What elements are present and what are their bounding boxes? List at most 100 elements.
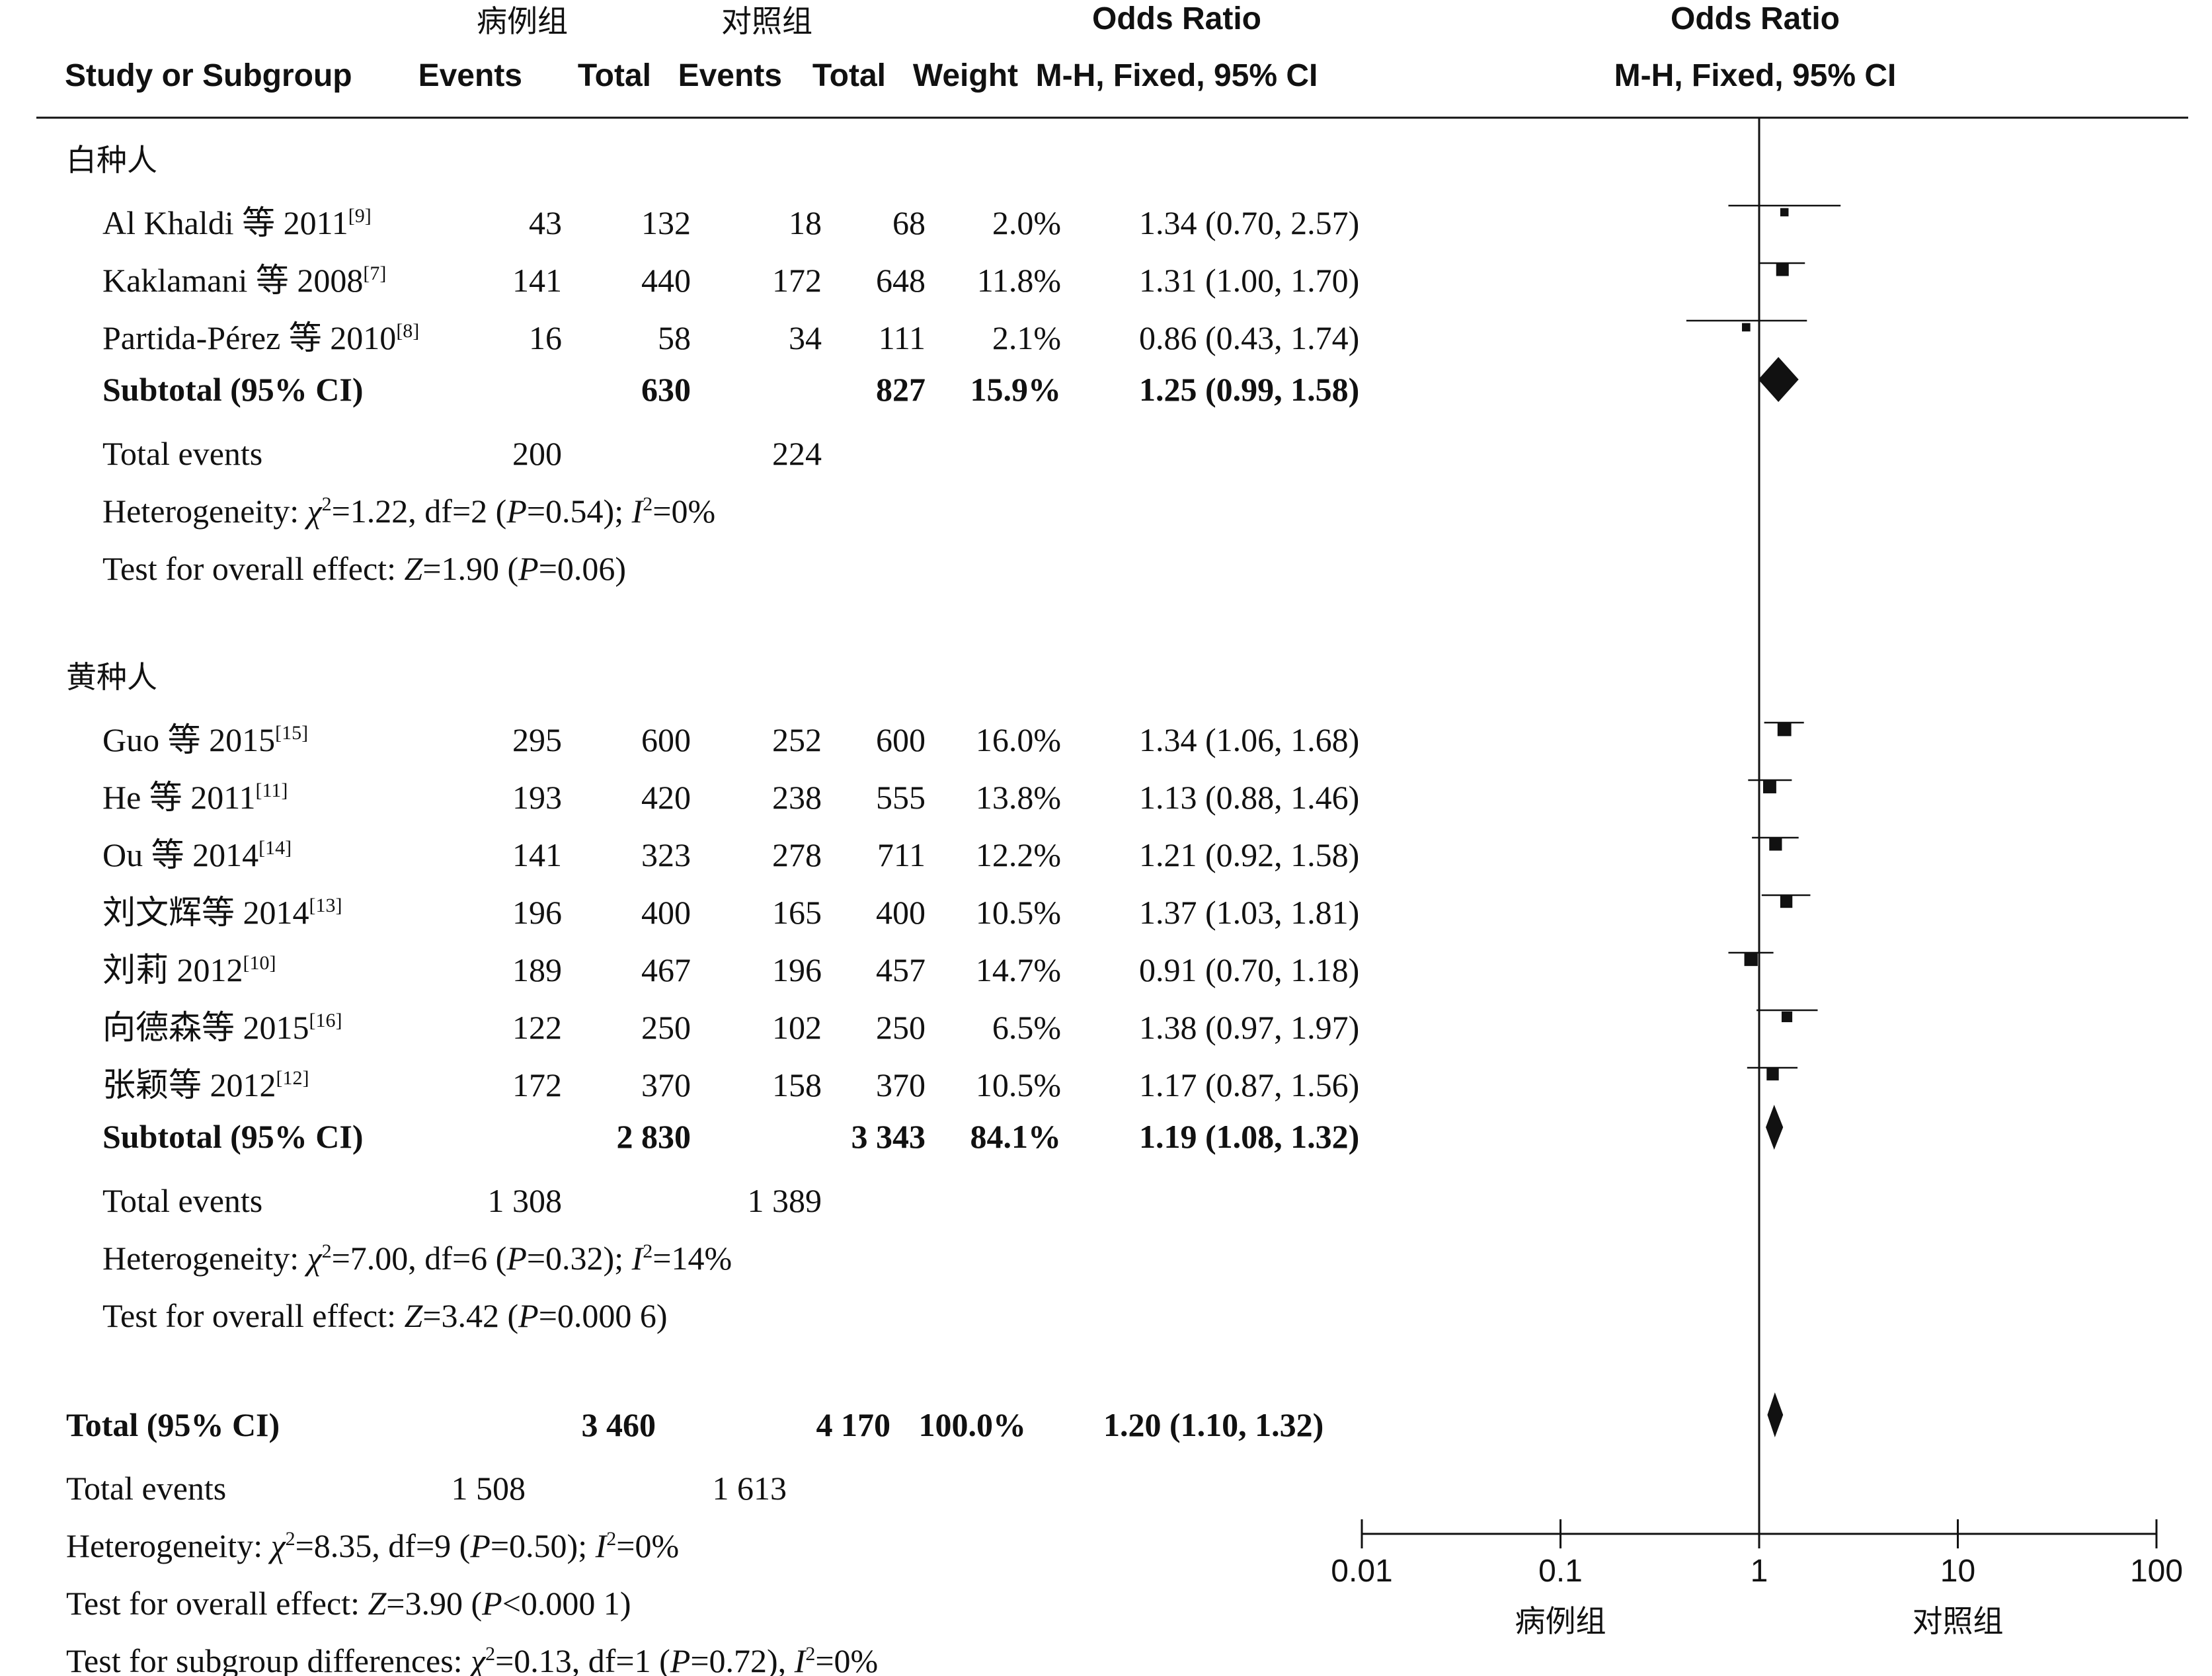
control-total: 457 [876, 951, 926, 988]
case-events: 43 [529, 204, 562, 241]
total-weight: 100.0% [919, 1406, 1027, 1443]
table-row: 向德森等 2015[16] 122 250 102 250 6.5% 1.38 … [102, 1009, 1359, 1046]
header-control-group: 对照组 [721, 3, 812, 39]
point-estimate [1781, 1011, 1793, 1023]
case-total: 440 [641, 262, 691, 299]
control-total: 400 [876, 894, 926, 931]
case-events: 172 [512, 1066, 562, 1103]
point-estimate [1776, 263, 1789, 276]
subtotal-diamond [1766, 1105, 1784, 1150]
control-events: 196 [772, 951, 822, 988]
study-name: 刘莉 2012[10] [102, 951, 276, 988]
case-total: 600 [641, 721, 691, 758]
x-tick-label: 1 [1751, 1554, 1768, 1589]
table-row: He 等 2011[11] 193 420 238 555 13.8% 1.13… [102, 779, 1359, 816]
overall-effect-text: Test for overall effect: Z=3.42 (P=0.000… [102, 1297, 668, 1334]
case-events: 141 [512, 262, 562, 299]
subtotal-control-total: 827 [876, 371, 926, 408]
odds-ratio-ci: 1.17 (0.87, 1.56) [1139, 1066, 1359, 1103]
forest-plot-area: 0.01 0.1 1 10 100 病例组 对照组 [1331, 118, 2183, 1639]
total-control-total: 4 170 [816, 1406, 891, 1443]
weight: 2.1% [992, 319, 1061, 356]
events-row: Total events 1 308 1 389 [102, 1182, 822, 1219]
table-row: 刘莉 2012[10] 189 467 196 457 14.7% 0.91 (… [102, 951, 1359, 988]
heterogeneity-text: Heterogeneity: χ2=1.22, df=2 (P=0.54); I… [102, 493, 715, 530]
header-total-case: Total [578, 58, 651, 93]
x-tick-label: 10 [1940, 1554, 1975, 1589]
weight: 13.8% [976, 779, 1061, 816]
case-total: 323 [641, 836, 691, 873]
header-events-control: Events [678, 58, 782, 93]
weight: 6.5% [992, 1009, 1061, 1046]
events-row: Total events 200 224 [102, 435, 822, 472]
case-events: 141 [512, 836, 562, 873]
subtotal-weight: 15.9% [970, 371, 1062, 408]
overall-heterogeneity-text: Heterogeneity: χ2=8.35, df=9 (P=0.50); I… [66, 1527, 679, 1564]
total-case-total: 3 460 [582, 1406, 656, 1443]
control-events: 278 [772, 836, 822, 873]
control-events: 238 [772, 779, 822, 816]
point-estimate [1741, 323, 1751, 332]
weight: 10.5% [976, 894, 1061, 931]
total-diamond [1767, 1392, 1784, 1437]
header-total-control: Total [812, 58, 886, 93]
control-total: 111 [879, 319, 926, 356]
events-control: 1 613 [713, 1470, 787, 1507]
header-or-method: M-H, Fixed, 95% CI [1036, 58, 1318, 93]
overall-events-row: Total events 1 508 1 613 [66, 1470, 787, 1507]
subtotal-row: Subtotal (95% CI) 2 830 3 343 84.1% 1.19… [102, 1118, 1359, 1155]
header-or-title: Odds Ratio [1092, 1, 1261, 36]
case-total: 400 [641, 894, 691, 931]
study-name: Partida-Pérez 等 2010[8] [102, 319, 419, 356]
axis-label-control: 对照组 [1913, 1603, 2004, 1639]
x-tick-label: 0.1 [1538, 1554, 1583, 1589]
events-control: 1 389 [748, 1182, 822, 1219]
case-events: 122 [512, 1009, 562, 1046]
table-row: Al Khaldi 等 2011[9] 43 132 18 68 2.0% 1.… [102, 204, 1359, 241]
odds-ratio-ci: 1.21 (0.92, 1.58) [1139, 836, 1359, 873]
odds-ratio-ci: 0.91 (0.70, 1.18) [1139, 951, 1359, 988]
header-weight: Weight [913, 58, 1018, 93]
control-total: 600 [876, 721, 926, 758]
table-row: Ou 等 2014[14] 141 323 278 711 12.2% 1.21… [102, 836, 1359, 873]
case-total: 370 [641, 1066, 691, 1103]
overall-effect-text: Test for overall effect: Z=1.90 (P=0.06) [102, 550, 626, 587]
axis-label-case: 病例组 [1515, 1603, 1606, 1639]
header-or-plot-title: Odds Ratio [1671, 1, 1840, 36]
study-name: Kaklamani 等 2008[7] [102, 262, 386, 299]
x-tick-label: 0.01 [1331, 1554, 1392, 1589]
odds-ratio-ci: 0.86 (0.43, 1.74) [1139, 319, 1359, 356]
odds-ratio-ci: 1.13 (0.88, 1.46) [1139, 779, 1359, 816]
point-estimate [1777, 722, 1792, 737]
weight: 10.5% [976, 1066, 1061, 1103]
overall-effect-text: Test for overall effect: Z=3.90 (P<0.000… [66, 1585, 631, 1622]
control-total: 370 [876, 1066, 926, 1103]
point-estimate [1766, 1068, 1779, 1081]
case-total: 420 [641, 779, 691, 816]
subgroup-differences-text: Test for subgroup differences: χ2=0.13, … [66, 1642, 878, 1676]
study-name: He 等 2011[11] [102, 779, 288, 816]
odds-ratio-ci: 1.31 (1.00, 1.70) [1139, 262, 1359, 299]
table-row: 刘文辉等 2014[13] 196 400 165 400 10.5% 1.37… [102, 894, 1359, 931]
control-events: 18 [789, 204, 822, 241]
study-name: Al Khaldi 等 2011[9] [102, 204, 372, 241]
weight: 16.0% [976, 721, 1061, 758]
subtotal-case-total: 2 830 [617, 1118, 691, 1155]
study-name: 向德森等 2015[16] [102, 1009, 342, 1046]
events-case: 200 [512, 435, 562, 472]
study-name: 刘文辉等 2014[13] [102, 894, 342, 931]
subtotal-row: Subtotal (95% CI) 630 827 15.9% 1.25 (0.… [102, 371, 1359, 408]
odds-ratio-ci: 1.38 (0.97, 1.97) [1139, 1009, 1359, 1046]
events-case: 1 308 [488, 1182, 563, 1219]
table-row: Kaklamani 等 2008[7] 141 440 172 648 11.8… [102, 262, 1359, 299]
subtotal-weight: 84.1% [970, 1118, 1062, 1155]
heterogeneity-text: Heterogeneity: χ2=7.00, df=6 (P=0.32); I… [102, 1240, 732, 1277]
subtotal-case-total: 630 [641, 371, 691, 408]
table-row: Partida-Pérez 等 2010[8] 16 58 34 111 2.1… [102, 319, 1359, 356]
case-total: 132 [641, 204, 691, 241]
subtotal-ci: 1.19 (1.08, 1.32) [1139, 1118, 1359, 1155]
control-events: 172 [772, 262, 822, 299]
case-events: 295 [512, 721, 562, 758]
point-estimate [1744, 952, 1758, 967]
